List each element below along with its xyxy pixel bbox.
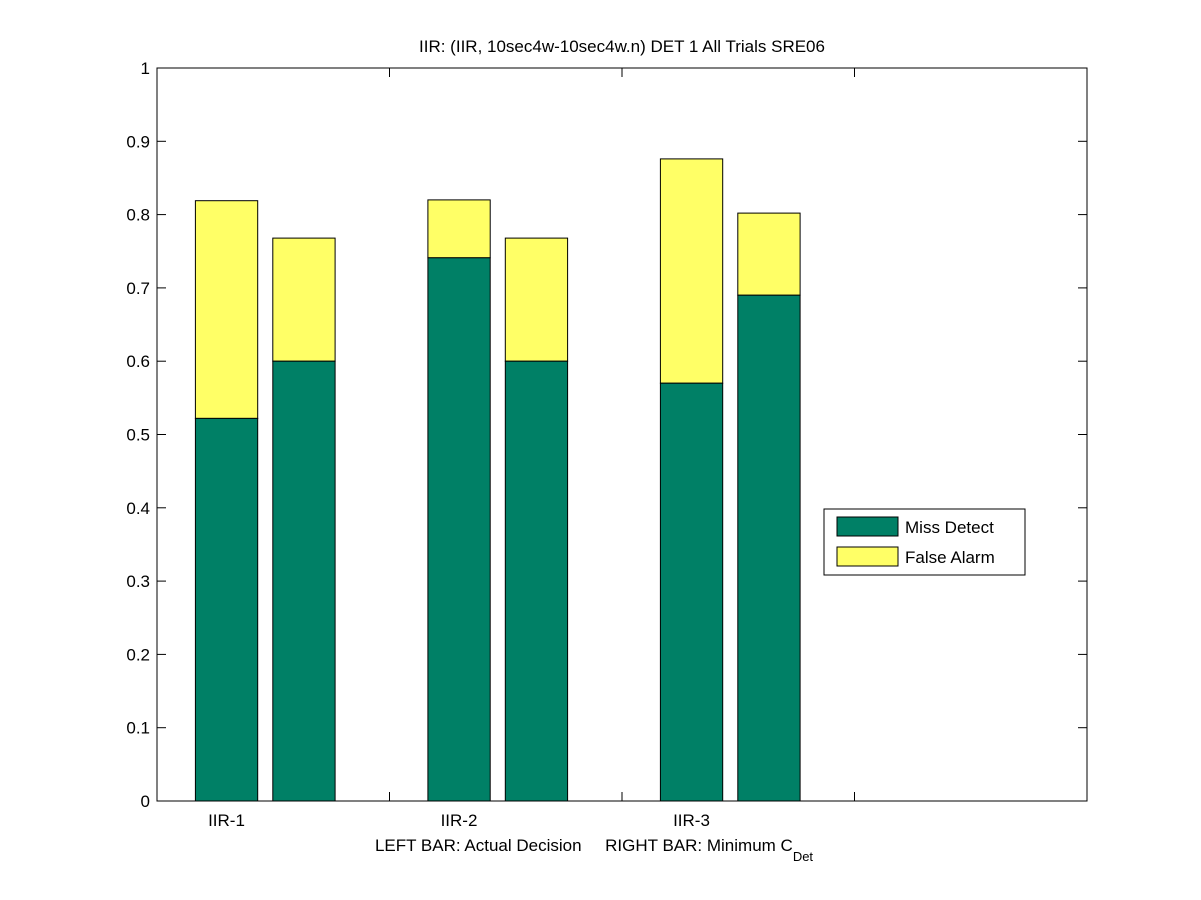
legend-swatch-false-alarm [836, 546, 899, 567]
bar-false-alarm-iir-3-left [659, 158, 724, 384]
bar-miss-detect-iir-1-right [272, 360, 336, 802]
bar-false-alarm-iir-1-right [272, 237, 336, 362]
legend: Miss Detect False Alarm [823, 508, 1026, 576]
ticks-layer: 0 0.1 0.2 0.3 0.4 0.5 0.6 0.7 0.8 0.9 1 IIR-1 IIR-2 I… [126, 59, 1087, 830]
legend-label-miss-detect: Miss Detect [905, 518, 994, 537]
y-tick-label: 0.9 [126, 132, 150, 151]
bar-miss-detect-iir-1-left [194, 417, 259, 802]
x-axis-label-subscript: Det [793, 849, 814, 864]
x-axis-label: LEFT BAR: Actual Decision RIGHT BAR: Min… [375, 836, 813, 864]
bars-layer [194, 158, 801, 802]
bar-false-alarm-iir-3-right [737, 212, 801, 296]
y-tick-label: 0.6 [126, 352, 150, 371]
x-category-label: IIR-3 [673, 811, 710, 830]
bar-miss-detect-iir-2-left [427, 257, 491, 802]
bar-false-alarm-iir-1-left [194, 200, 259, 419]
chart-title: IIR: (IIR, 10sec4w-10sec4w.n) DET 1 All … [419, 37, 825, 56]
y-tick-label: 0.1 [126, 719, 150, 738]
y-tick-label: 0.4 [126, 499, 150, 518]
y-tick-label: 0.3 [126, 572, 150, 591]
legend-swatch-miss-detect [836, 516, 899, 537]
y-tick-label: 0 [141, 792, 150, 811]
x-axis-label-main: LEFT BAR: Actual Decision RIGHT BAR: Min… [375, 836, 793, 855]
bar-false-alarm-iir-2-right [504, 237, 569, 362]
bar-miss-detect-iir-3-right [737, 294, 801, 802]
y-tick-label: 0.8 [126, 206, 150, 225]
legend-label-false-alarm: False Alarm [905, 548, 995, 567]
y-tick-label: 0.2 [126, 645, 150, 664]
y-tick-label: 0.5 [126, 426, 150, 445]
y-tick-label: 0.7 [126, 279, 150, 298]
bar-false-alarm-iir-2-left [427, 199, 491, 259]
bar-miss-detect-iir-3-left [659, 382, 724, 802]
x-category-label: IIR-2 [441, 811, 478, 830]
y-tick-label: 1 [141, 59, 150, 78]
bar-miss-detect-iir-2-right [504, 360, 569, 802]
x-category-label: IIR-1 [208, 811, 245, 830]
